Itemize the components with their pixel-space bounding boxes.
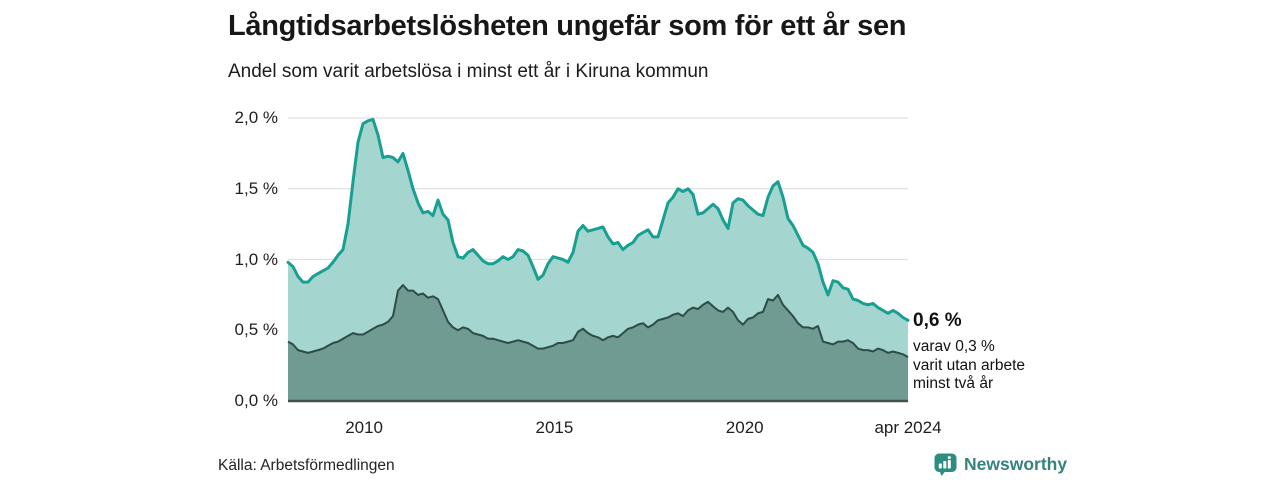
end-value-annotation: 0,6 % varav 0,3 % varit utan arbete mins…: [913, 310, 1063, 394]
area-series-min-two-years: [288, 285, 908, 401]
line-series-min-two-years: [287, 284, 909, 358]
x-tick-label: 2020: [725, 418, 764, 437]
y-tick-label: 1,5 %: [234, 178, 278, 198]
x-tick-label: 2015: [535, 418, 574, 437]
x-tick-label: 2010: [345, 418, 384, 437]
x-tick-label: apr 2024: [874, 418, 942, 437]
line-series-min-one-year: [286, 117, 910, 322]
annotation-line: varit utan arbete: [913, 356, 1026, 374]
y-tick-label: 0,0 %: [234, 391, 278, 410]
newsworthy-chart-bubble-icon: [934, 453, 957, 476]
brand-logo: Newsworthy: [934, 453, 1067, 476]
y-tick-label: 1,0 %: [234, 249, 278, 269]
annotation-line: minst två år: [913, 375, 994, 392]
page-subtitle: Andel som varit arbetslösa i minst ett å…: [228, 61, 709, 82]
annotation-line: varav 0,3 %: [913, 338, 995, 355]
annotation-headline: 0,6 %: [913, 310, 962, 331]
y-tick-label: 2,0 %: [234, 108, 278, 127]
page-title: Långtidsarbetslösheten ungefär som för e…: [228, 10, 907, 42]
source-note: Källa: Arbetsförmedlingen: [218, 457, 395, 474]
y-tick-label: 0,5 %: [234, 320, 278, 340]
brand-name: Newsworthy: [964, 454, 1068, 474]
